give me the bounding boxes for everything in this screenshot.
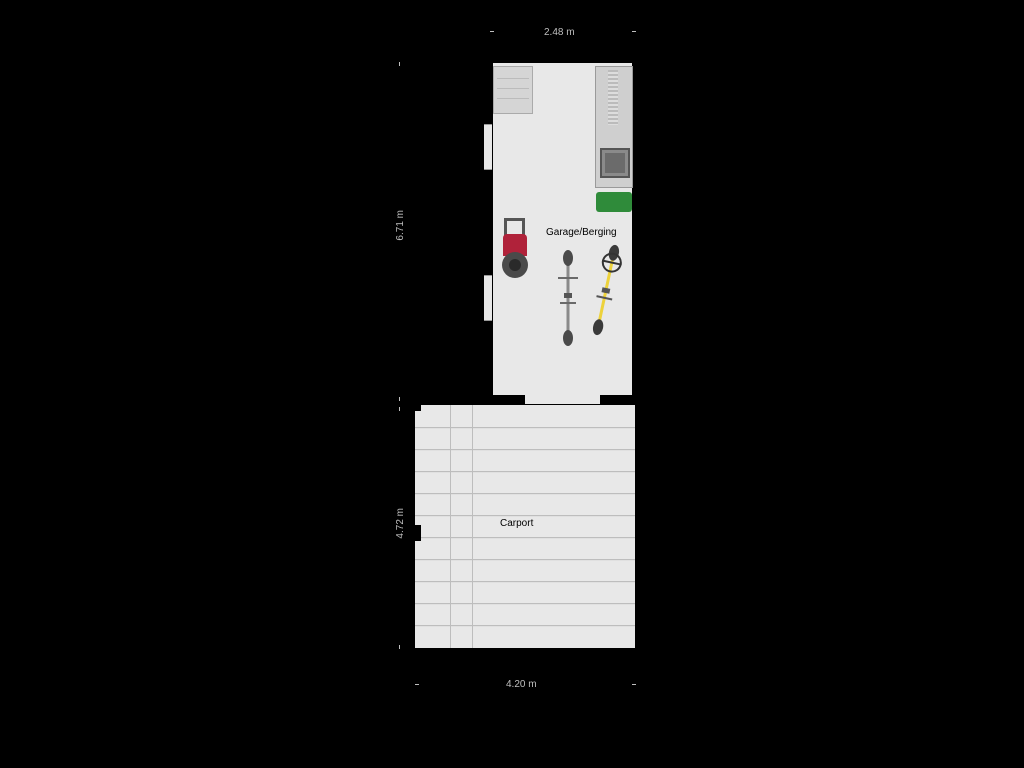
carport-postline (472, 405, 473, 648)
garage-niche-upper (484, 124, 492, 170)
dim-tick (399, 407, 400, 411)
carport-plank (415, 603, 635, 605)
carport-plank (415, 493, 635, 495)
carport-plank (415, 449, 635, 451)
carport-pillar-left (405, 525, 421, 541)
carport-plank (415, 625, 635, 627)
carport-plank (415, 471, 635, 473)
carport-plank (415, 581, 635, 583)
dim-left-upper: 6.71 m (395, 210, 406, 241)
bicycle-gray (558, 248, 578, 348)
dim-tick (415, 684, 419, 685)
lawn-mower (500, 218, 530, 278)
dim-left-lower: 4.72 m (395, 508, 406, 539)
carport-plank (415, 515, 635, 517)
carport-postline (450, 405, 451, 648)
garage-wall-bottom-left (487, 395, 525, 405)
dim-tick (632, 31, 636, 32)
dim-tick (399, 62, 400, 66)
dim-tick (399, 645, 400, 649)
carport-plank (415, 559, 635, 561)
bicycle-yellow (586, 240, 626, 340)
carport-label: Carport (500, 518, 533, 529)
garage-wall-top (487, 57, 638, 63)
carport-plank (415, 427, 635, 429)
carport-plank (415, 537, 635, 539)
counter-vent (608, 70, 618, 125)
garage-label: Garage/Berging (546, 227, 617, 238)
dim-tick (632, 684, 636, 685)
carport-pillar-topleft (411, 401, 421, 411)
dim-tick (399, 397, 400, 401)
garage-wall-bottom-right (600, 395, 638, 405)
dim-tick (490, 31, 494, 32)
garage-green-box (596, 192, 632, 212)
garage-niche-lower (484, 275, 492, 321)
garage-shelf-top (493, 66, 533, 114)
garage-box-unit (600, 148, 630, 178)
garage-door-gap (525, 396, 600, 404)
dim-top: 2.48 m (544, 27, 575, 38)
dim-bottom: 4.20 m (506, 679, 537, 690)
